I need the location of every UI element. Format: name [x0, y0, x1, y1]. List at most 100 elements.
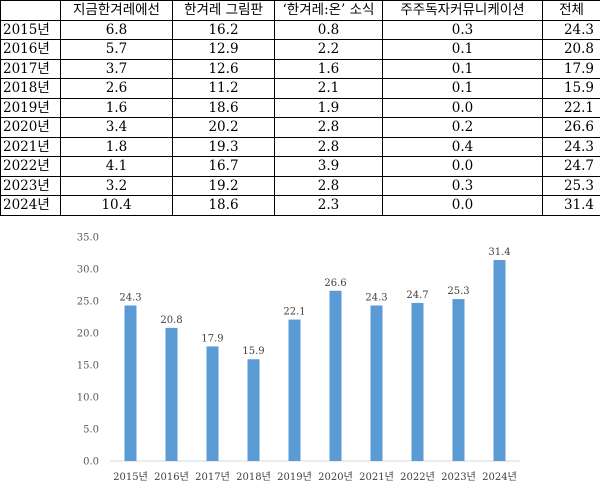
data-label: 24.7	[406, 290, 428, 301]
table-row: 2017년 3.7 12.6 1.6 0.1 17.9	[0, 58, 600, 79]
bar	[124, 305, 137, 461]
y-tick-label: 0.0	[83, 457, 99, 468]
bar	[411, 302, 424, 461]
cell-now: 1.6	[60, 97, 173, 118]
x-tick-label: 2019년	[277, 471, 312, 483]
column-header: 전체	[542, 0, 600, 21]
table-row: 2022년 4.1 16.7 3.9 0.0 24.7	[0, 156, 600, 177]
x-tick-label: 2015년	[113, 471, 148, 483]
cell-on: 2.8	[274, 136, 383, 157]
cell-on: 2.8	[274, 117, 383, 138]
bar	[452, 299, 465, 461]
data-label: 25.3	[447, 286, 469, 297]
cell-cartoon: 11.2	[172, 78, 275, 99]
y-tick-label: 25.0	[77, 297, 99, 308]
cell-reader: 0.4	[382, 136, 543, 157]
bar	[247, 359, 260, 461]
cell-now: 4.1	[60, 156, 173, 177]
x-tick-label: 2023년	[441, 471, 476, 483]
data-label: 31.4	[488, 247, 510, 258]
row-year: 2019년	[0, 97, 61, 118]
cell-total: 24.3	[542, 136, 600, 157]
column-header	[0, 0, 61, 21]
row-year: 2016년	[0, 39, 61, 60]
bar	[288, 319, 301, 461]
row-year: 2018년	[0, 78, 61, 99]
cell-now: 5.7	[60, 39, 173, 60]
data-label: 24.3	[119, 292, 141, 303]
y-tick-label: 30.0	[77, 265, 99, 276]
x-tick-label: 2021년	[359, 471, 394, 483]
cell-reader: 0.0	[382, 97, 543, 118]
bar	[493, 260, 506, 461]
cell-total: 26.6	[542, 117, 600, 138]
column-header: 주주독자커뮤니케이션	[382, 0, 543, 21]
cell-reader: 0.3	[382, 175, 543, 196]
x-tick-label: 2018년	[236, 471, 271, 483]
column-header: 한겨레 그림판	[172, 0, 275, 21]
data-label: 17.9	[201, 333, 223, 344]
cell-total: 22.1	[542, 97, 600, 118]
column-header: 지금한겨레에선	[60, 0, 173, 21]
y-tick-label: 15.0	[77, 361, 99, 372]
cell-total: 15.9	[542, 78, 600, 99]
row-year: 2017년	[0, 58, 61, 79]
cell-total: 31.4	[542, 195, 600, 216]
table-row: 2024년 10.4 18.6 2.3 0.0 31.4	[0, 195, 600, 216]
cell-total: 20.8	[542, 39, 600, 60]
table-body: 2015년 6.8 16.2 0.8 0.3 24.3 2016년 5.7 12.9 2.2 0.1…	[0, 19, 600, 216]
cell-total: 24.3	[542, 19, 600, 40]
cell-cartoon: 12.9	[172, 39, 275, 60]
row-year: 2023년	[0, 175, 61, 196]
cell-now: 3.2	[60, 175, 173, 196]
cell-cartoon: 16.2	[172, 19, 275, 40]
cell-now: 3.7	[60, 58, 173, 79]
cell-on: 2.2	[274, 39, 383, 60]
column-header: ‘한겨레:온’ 소식	[274, 0, 383, 21]
bar-chart: 0.0 5.0 10.0 15.0 20.0 25.0 30.0 35.0 24.3 2015년 2…	[77, 233, 520, 483]
cell-reader: 0.0	[382, 195, 543, 216]
cell-cartoon: 19.3	[172, 136, 275, 157]
cell-on: 2.8	[274, 175, 383, 196]
cell-on: 2.1	[274, 78, 383, 99]
cell-cartoon: 20.2	[172, 117, 275, 138]
data-label: 24.3	[365, 292, 387, 303]
cell-reader: 0.1	[382, 78, 543, 99]
row-year: 2021년	[0, 136, 61, 157]
data-table: 지금한겨레에선 한겨레 그림판 ‘한겨레:온’ 소식 주주독자커뮤니케이션 전체…	[0, 0, 600, 216]
table-row: 2020년 3.4 20.2 2.8 0.2 26.6	[0, 117, 600, 138]
bar	[206, 346, 219, 461]
cell-now: 10.4	[60, 195, 173, 216]
cell-total: 25.3	[542, 175, 600, 196]
y-tick-label: 20.0	[77, 329, 99, 340]
cell-cartoon: 16.7	[172, 156, 275, 177]
cell-cartoon: 18.6	[172, 97, 275, 118]
cell-reader: 0.2	[382, 117, 543, 138]
x-tick-label: 2020년	[318, 471, 353, 483]
cell-on: 3.9	[274, 156, 383, 177]
table-row: 2018년 2.6 11.2 2.1 0.1 15.9	[0, 78, 600, 99]
cell-reader: 0.3	[382, 19, 543, 40]
row-year: 2024년	[0, 195, 61, 216]
bar	[165, 327, 178, 461]
cell-cartoon: 12.6	[172, 58, 275, 79]
cell-reader: 0.0	[382, 156, 543, 177]
cell-now: 1.8	[60, 136, 173, 157]
cell-now: 2.6	[60, 78, 173, 99]
table-row: 2023년 3.2 19.2 2.8 0.3 25.3	[0, 175, 600, 196]
bar	[329, 290, 342, 461]
table-row: 2016년 5.7 12.9 2.2 0.1 20.8	[0, 39, 600, 60]
cell-reader: 0.1	[382, 58, 543, 79]
data-label: 15.9	[242, 346, 264, 357]
row-year: 2022년	[0, 156, 61, 177]
cell-cartoon: 18.6	[172, 195, 275, 216]
cell-on: 0.8	[274, 19, 383, 40]
x-tick-label: 2016년	[154, 471, 189, 483]
cell-on: 1.6	[274, 58, 383, 79]
x-tick-label: 2024년	[482, 471, 517, 483]
bar	[370, 305, 383, 461]
data-label: 26.6	[324, 278, 346, 289]
cell-now: 6.8	[60, 19, 173, 40]
row-year: 2020년	[0, 117, 61, 138]
cell-on: 2.3	[274, 195, 383, 216]
